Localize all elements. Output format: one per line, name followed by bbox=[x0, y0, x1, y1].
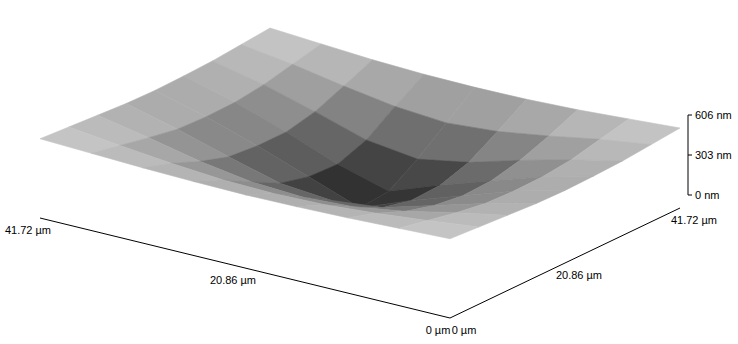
svg-text:20.86 µm: 20.86 µm bbox=[556, 269, 602, 281]
svg-text:20.86 µm: 20.86 µm bbox=[210, 274, 256, 286]
svg-text:0 µm: 0 µm bbox=[452, 324, 477, 336]
svg-text:41.72 µm: 41.72 µm bbox=[5, 224, 51, 236]
svg-text:0 nm: 0 nm bbox=[695, 189, 719, 201]
svg-text:41.72 µm: 41.72 µm bbox=[671, 214, 717, 226]
svg-text:303 nm: 303 nm bbox=[695, 149, 732, 161]
svg-text:0 µm: 0 µm bbox=[426, 324, 451, 336]
svg-text:606 nm: 606 nm bbox=[695, 109, 732, 121]
